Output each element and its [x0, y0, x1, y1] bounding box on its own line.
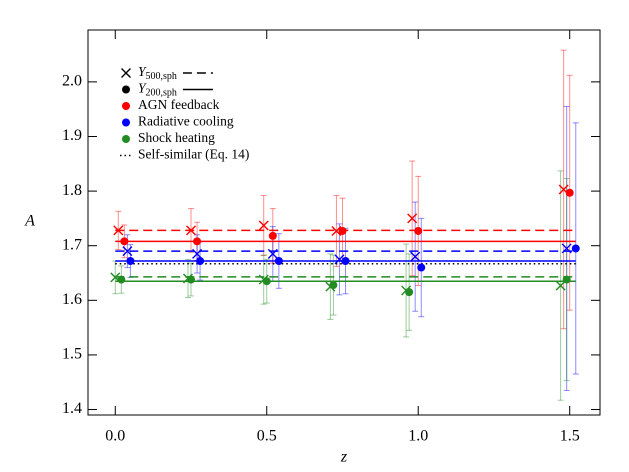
- legend-subscript: 200,sph: [146, 88, 177, 99]
- dot-marker: [341, 257, 350, 265]
- x-tick-label: 0.0: [105, 428, 125, 445]
- x-tick-label: 1.0: [408, 428, 428, 445]
- dot-marker: [562, 275, 571, 284]
- dot-marker: [268, 231, 277, 240]
- legend-label: Shock heating: [138, 130, 215, 145]
- cross-marker: [186, 225, 197, 236]
- cross-marker: [113, 225, 124, 236]
- y-tick-label: 1.9: [62, 127, 82, 144]
- legend-label: Self-similar (Eq. 14): [138, 147, 249, 162]
- cross-marker: [407, 213, 418, 224]
- y-axis-label: A: [24, 213, 35, 230]
- y-tick-label: 1.8: [62, 182, 82, 199]
- cross-marker: [267, 248, 278, 259]
- cross-marker: [561, 243, 572, 254]
- dot-marker: [414, 226, 423, 235]
- dot-marker: [120, 237, 129, 246]
- cross-marker: [331, 225, 342, 236]
- legend-label: Y200,sph: [138, 81, 177, 99]
- y-tick-label: 1.6: [62, 291, 82, 308]
- legend-dot: [122, 118, 130, 127]
- dot-marker: [571, 244, 580, 253]
- legend-symbol: Y: [138, 81, 147, 96]
- dot-marker: [565, 188, 574, 197]
- cross-marker: [192, 248, 203, 259]
- dot-marker: [405, 288, 414, 297]
- x-tick-label: 1.5: [560, 428, 580, 445]
- dot-marker: [196, 257, 205, 265]
- legend-dot: [122, 85, 130, 94]
- dot-marker: [126, 257, 135, 265]
- cross-marker: [122, 246, 133, 257]
- dot-marker: [187, 275, 196, 284]
- legend-dot: [122, 135, 130, 143]
- legend-symbol: Y: [138, 64, 147, 79]
- legend-cross: [121, 68, 131, 78]
- y-tick-label: 2.0: [62, 73, 82, 90]
- dot-marker: [117, 275, 126, 284]
- dot-marker: [274, 257, 283, 265]
- cross-marker: [410, 251, 421, 262]
- dot-marker: [417, 263, 426, 272]
- cross-marker: [258, 220, 269, 231]
- y-tick-label: 1.7: [62, 236, 82, 253]
- y-tick-label: 1.4: [62, 400, 82, 417]
- legend-dot: [122, 102, 130, 110]
- dot-marker: [329, 281, 338, 290]
- legend-label: Radiative cooling: [138, 114, 234, 129]
- cross-marker: [555, 280, 566, 291]
- dot-marker: [193, 237, 202, 246]
- legend-label: Y500,sph: [138, 64, 177, 82]
- plot-frame: [87, 29, 601, 416]
- dot-marker: [262, 277, 271, 286]
- legend-subscript: 500,sph: [146, 71, 177, 82]
- x-axis-label: z: [340, 449, 348, 466]
- dot-marker: [338, 226, 347, 235]
- y-tick-label: 1.5: [62, 346, 82, 363]
- legend-label: AGN feedback: [138, 97, 220, 112]
- x-tick-label: 0.5: [257, 428, 277, 445]
